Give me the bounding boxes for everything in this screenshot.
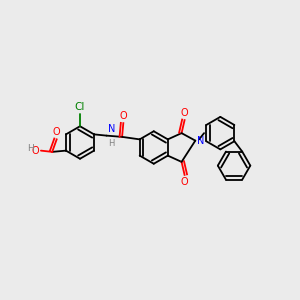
- Text: O: O: [119, 111, 127, 121]
- Text: H: H: [27, 144, 33, 153]
- Text: O: O: [181, 108, 188, 118]
- Text: O: O: [181, 177, 188, 188]
- Text: H: H: [108, 139, 114, 148]
- Text: O: O: [31, 146, 39, 156]
- Text: N: N: [108, 124, 115, 134]
- Text: Cl: Cl: [75, 102, 85, 112]
- Text: N: N: [196, 136, 204, 146]
- Text: O: O: [53, 127, 61, 137]
